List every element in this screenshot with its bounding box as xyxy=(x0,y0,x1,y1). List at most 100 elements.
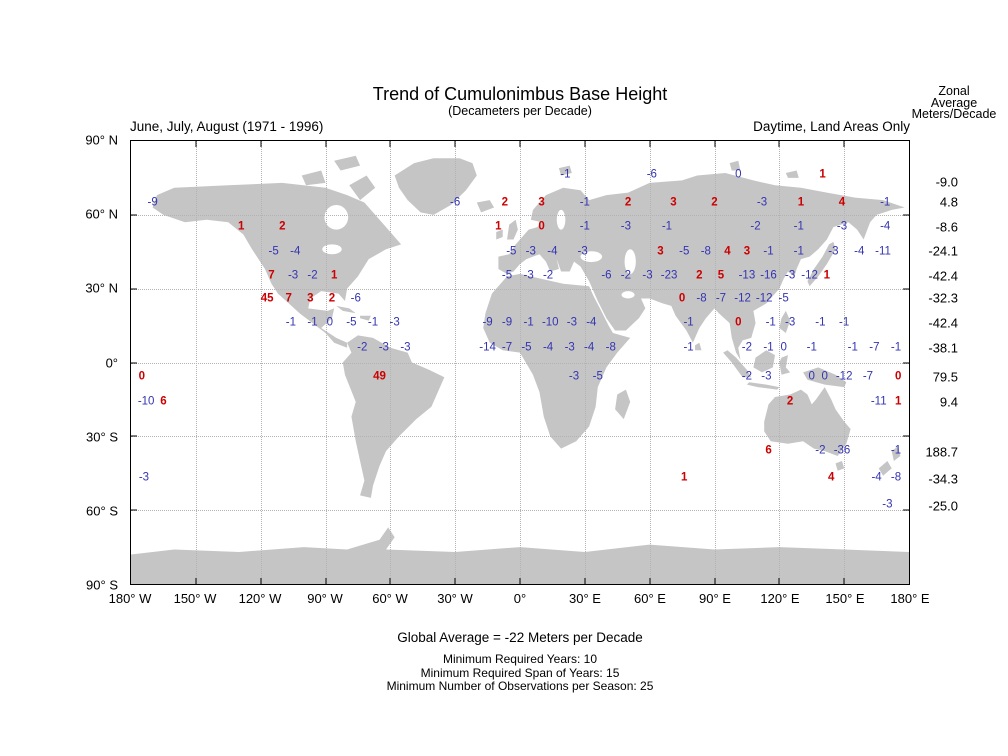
map-value: -1 xyxy=(579,220,590,233)
map-value: 1 xyxy=(819,168,826,181)
map-value: 3 xyxy=(307,292,314,304)
axis-tick xyxy=(195,141,197,147)
persian-gulf xyxy=(621,291,635,299)
map-value: -10 xyxy=(137,395,155,408)
landmass-new-zealand-north xyxy=(891,446,901,461)
map-value: 0 xyxy=(538,220,545,233)
axis-tick xyxy=(584,141,586,147)
map-value: 0 xyxy=(735,316,742,329)
map-value: -3 xyxy=(785,316,796,329)
map-value: -3 xyxy=(138,471,150,484)
map-value: -3 xyxy=(836,220,848,233)
map-value: 45 xyxy=(260,292,274,304)
map-value: 2 xyxy=(501,196,509,209)
map-value: -3 xyxy=(642,269,653,282)
landmass-australia xyxy=(764,387,851,457)
map-value: -6 xyxy=(646,168,657,181)
map-value: -3 xyxy=(523,269,534,282)
map-values-layer: -1 -6 0 1 -9 -6 2 3 -1 2 3 2 -3 1 4 -1 1 2 1 0 -1 -3 -1 -2 -1 -3-… xyxy=(131,141,909,584)
axis-tick xyxy=(454,141,456,147)
map-value: -1 xyxy=(765,316,776,329)
axis-tick xyxy=(519,578,521,584)
map-value: -9 xyxy=(147,196,158,209)
landmass-new-zealand-south xyxy=(878,460,892,476)
map-value: -10 xyxy=(541,316,559,329)
map-value: -4 xyxy=(871,471,882,484)
map-value: -5 xyxy=(592,370,603,383)
map-value: -5 xyxy=(268,245,279,258)
gridline-horizontal xyxy=(131,214,909,216)
map-value: -6 xyxy=(350,292,361,304)
axis-tick xyxy=(131,288,137,290)
landmass-borneo xyxy=(753,350,776,373)
plot-area: -1 -6 0 1 -9 -6 2 3 -1 2 3 2 -3 1 4 -1 1 2 1 0 -1 -3 -1 -2 -1 -3-… xyxy=(130,140,910,585)
landmass-sulawesi xyxy=(779,355,791,375)
y-axis-labels: 90° N 60° N 30° N 0° 30° S 60° S 90° S xyxy=(52,133,123,593)
map-value: 4 xyxy=(838,196,846,209)
landmass-sumatra xyxy=(723,350,752,378)
axis-tick xyxy=(903,214,909,216)
map-value: 7 xyxy=(268,269,275,282)
map-value: -1 xyxy=(815,316,826,329)
map-value: 2 xyxy=(696,269,703,282)
axis-tick xyxy=(389,141,391,147)
zonal-average-value: -42.4 xyxy=(928,268,958,284)
x-tick-label: 30° E xyxy=(569,591,601,606)
map-value: -2 xyxy=(307,269,318,282)
map-value: -1 xyxy=(839,316,850,329)
axis-tick xyxy=(131,509,137,511)
map-value: -5 xyxy=(521,341,532,354)
y-tick-label: 90° S xyxy=(86,577,118,593)
map-value: 1 xyxy=(823,269,831,282)
zonal-header-line-2: Average xyxy=(930,95,978,110)
axis-tick xyxy=(260,141,262,147)
map-value: -2 xyxy=(542,269,554,282)
y-tick-label: 60° S xyxy=(86,503,118,519)
map-value: -1 xyxy=(890,444,902,457)
x-tick-label: 30° W xyxy=(437,591,473,606)
zonal-average-value: 188.7 xyxy=(925,444,958,459)
footer-notes: Minimum Required Years: 10 Minimum Requi… xyxy=(130,652,910,694)
x-tick-label: 150° E xyxy=(825,591,865,606)
map-value: 1 xyxy=(495,220,502,233)
map-value: -1 xyxy=(847,341,858,354)
map-value: 1 xyxy=(330,269,338,282)
x-tick-label: 120° W xyxy=(238,591,282,606)
footer-note-years: Minimum Required Years: 10 xyxy=(442,652,598,666)
map-value: -1 xyxy=(880,196,891,209)
map-value: -8 xyxy=(605,341,616,354)
zonal-average-value: -25.0 xyxy=(928,498,958,514)
map-value: -3 xyxy=(756,196,768,209)
axis-tick xyxy=(843,578,845,584)
map-value: -23 xyxy=(660,269,678,282)
map-value: -4 xyxy=(586,316,597,329)
map-value: -2 xyxy=(741,370,753,383)
x-tick-label: 180° W xyxy=(108,591,152,606)
map-value: 4 xyxy=(724,245,731,258)
map-value: -3 xyxy=(828,245,839,258)
map-value: -2 xyxy=(815,444,826,457)
gridline-horizontal xyxy=(131,510,909,512)
axis-tick xyxy=(649,141,651,147)
landmass-new-guinea xyxy=(803,367,847,388)
map-value: -7 xyxy=(501,341,513,354)
map-value: -3 xyxy=(400,341,411,354)
map-value: -7 xyxy=(715,292,727,304)
landmass-philippines xyxy=(779,310,791,333)
zonal-average-header: Zonal Average Meters/Decade xyxy=(903,85,1005,121)
landmass-java xyxy=(746,382,780,390)
map-value: -1 xyxy=(307,316,318,329)
grid-layer xyxy=(131,141,909,584)
map-value: -2 xyxy=(357,341,368,354)
zonal-average-value: 9.4 xyxy=(939,394,958,410)
x-tick-label: 120° E xyxy=(760,591,800,606)
map-value: 1 xyxy=(238,220,245,233)
global-average-caption: Global Average = -22 Meters per Decade xyxy=(397,630,643,645)
map-value: 2 xyxy=(279,220,286,233)
map-value: -36 xyxy=(833,444,851,457)
landmass-hispaniola xyxy=(360,315,371,321)
map-value: -12 xyxy=(734,292,751,304)
black-sea xyxy=(580,251,603,263)
map-value: 0 xyxy=(678,292,686,304)
map-value: 1 xyxy=(797,196,805,209)
